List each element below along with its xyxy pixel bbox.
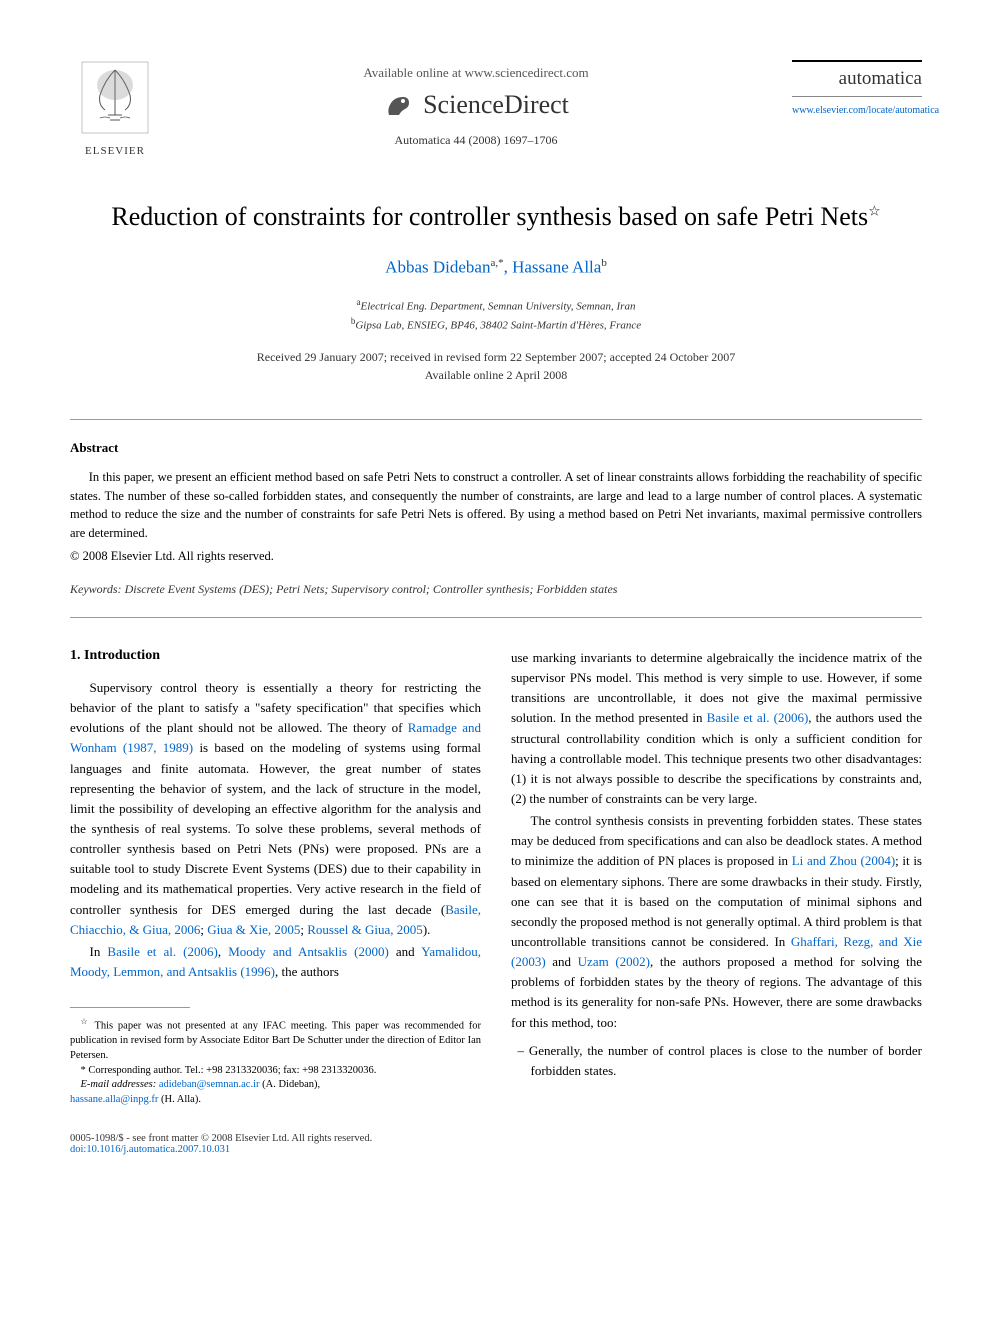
elsevier-label: ELSEVIER <box>70 145 160 157</box>
author-2-sup: b <box>601 257 607 269</box>
cite-basile-3[interactable]: Basile et al. (2006) <box>707 710 809 725</box>
footnote-star: ☆ This paper was not presented at any IF… <box>70 1016 481 1064</box>
cite-li-zhou[interactable]: Li and Zhou (2004) <box>792 853 895 868</box>
two-column-layout: 1. Introduction Supervisory control theo… <box>70 648 922 1108</box>
dates-line2: Available online 2 April 2008 <box>70 366 922 384</box>
sciencedirect-icon <box>383 89 415 121</box>
email-link-2[interactable]: hassane.alla@inpg.fr <box>70 1094 158 1105</box>
cite-uzam[interactable]: Uzam (2002) <box>578 954 650 969</box>
footnote-corresponding: * Corresponding author. Tel.: +98 231332… <box>70 1064 481 1079</box>
col2-para-2: The control synthesis consists in preven… <box>511 811 922 1033</box>
keywords-text: Discrete Event Systems (DES); Petri Nets… <box>122 582 618 596</box>
affiliation-b: bGipsa Lab, ENSIEG, BP46, 38402 Saint-Ma… <box>70 315 922 334</box>
title-star: ☆ <box>868 204 881 219</box>
footnote-emails: E-mail addresses: adideban@semnan.ac.ir … <box>70 1078 481 1093</box>
col2-para-1: use marking invariants to determine alge… <box>511 648 922 809</box>
center-header: Available online at www.sciencedirect.co… <box>160 60 792 148</box>
journal-cover: automatica www.elsevier.com/locate/autom… <box>792 60 922 116</box>
sciencedirect-label: ScienceDirect <box>423 90 569 120</box>
divider-bottom <box>70 617 922 618</box>
star-icon: ☆ <box>81 1017 90 1026</box>
isbn-text: 0005-1098/$ - see front matter © 2008 El… <box>70 1133 372 1144</box>
cite-basile-2[interactable]: Basile et al. (2006) <box>107 944 217 959</box>
cite-moody[interactable]: Moody and Antsaklis (2000) <box>228 944 389 959</box>
affiliation-a: aElectrical Eng. Department, Semnan Univ… <box>70 296 922 315</box>
aff-b-text: Gipsa Lab, ENSIEG, BP46, 38402 Saint-Mar… <box>355 319 641 331</box>
sciencedirect-row: ScienceDirect <box>160 89 792 121</box>
footnote-divider <box>70 1007 190 1008</box>
cite-giua-xie[interactable]: Giua & Xie, 2005 <box>207 922 300 937</box>
bottom-left: 0005-1098/$ - see front matter © 2008 El… <box>70 1133 372 1155</box>
author-1[interactable]: Abbas Dideban <box>385 258 490 277</box>
dates-line1: Received 29 January 2007; received in re… <box>70 348 922 366</box>
right-column: use marking invariants to determine alge… <box>511 648 922 1108</box>
left-column: 1. Introduction Supervisory control theo… <box>70 648 481 1108</box>
email-label: E-mail addresses: <box>81 1079 157 1090</box>
footnote-email2: hassane.alla@inpg.fr (H. Alla). <box>70 1093 481 1108</box>
aff-a-text: Electrical Eng. Department, Semnan Unive… <box>361 300 636 312</box>
journal-reference: Automatica 44 (2008) 1697–1706 <box>160 133 792 148</box>
abstract-text: In this paper, we present an efficient m… <box>70 468 922 543</box>
intro-para-2: In Basile et al. (2006), Moody and Antsa… <box>70 942 481 982</box>
journal-name: automatica <box>792 68 922 90</box>
cite-roussel[interactable]: Roussel & Giua, 2005 <box>307 922 423 937</box>
bullet-1: – Generally, the number of control place… <box>511 1041 922 1081</box>
doi-link[interactable]: doi:10.1016/j.automatica.2007.10.031 <box>70 1144 372 1155</box>
dates: Received 29 January 2007; received in re… <box>70 348 922 384</box>
journal-cover-box: automatica <box>792 60 922 97</box>
authors: Abbas Didebana,*, Hassane Allab <box>70 257 922 278</box>
paper-title: Reduction of constraints for controller … <box>70 202 922 232</box>
affiliations: aElectrical Eng. Department, Semnan Univ… <box>70 296 922 334</box>
intro-para-1: Supervisory control theory is essentiall… <box>70 678 481 940</box>
author-2[interactable]: Hassane Alla <box>512 258 601 277</box>
author-sep: , <box>504 258 513 277</box>
elsevier-tree-icon <box>80 60 150 135</box>
section-1-heading: 1. Introduction <box>70 648 481 664</box>
available-online-text: Available online at www.sciencedirect.co… <box>160 65 792 81</box>
elsevier-logo: ELSEVIER <box>70 60 160 157</box>
divider-top <box>70 419 922 420</box>
header-row: ELSEVIER Available online at www.science… <box>70 60 922 157</box>
bottom-info: 0005-1098/$ - see front matter © 2008 El… <box>70 1133 922 1155</box>
keywords: Keywords: Discrete Event Systems (DES); … <box>70 582 922 597</box>
abstract-heading: Abstract <box>70 440 922 456</box>
email-link-1[interactable]: adideban@semnan.ac.ir <box>159 1079 260 1090</box>
copyright-text: © 2008 Elsevier Ltd. All rights reserved… <box>70 549 922 564</box>
keywords-label: Keywords: <box>70 582 122 596</box>
author-1-sup: a,* <box>490 257 503 269</box>
title-text: Reduction of constraints for controller … <box>111 202 868 231</box>
journal-url-link[interactable]: www.elsevier.com/locate/automatica <box>792 105 922 116</box>
